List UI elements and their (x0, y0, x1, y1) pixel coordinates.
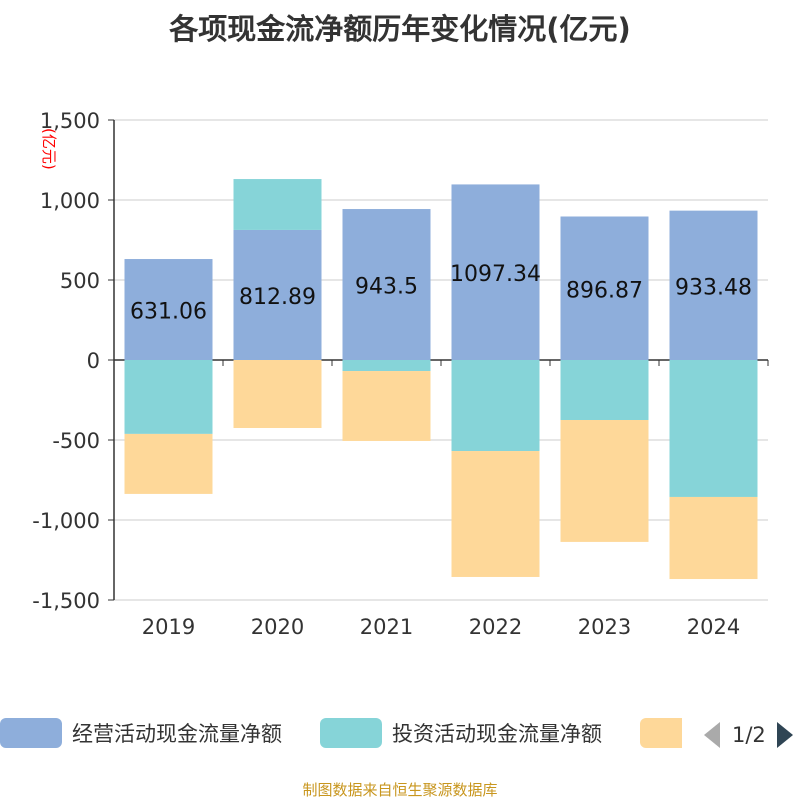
bar-2021-series-2 (342, 371, 431, 441)
bar-2024-series-1 (669, 360, 758, 497)
legend-item-financing[interactable] (640, 718, 692, 748)
data-label: 631.06 (130, 300, 207, 325)
legend-page-indicator: 1/2 (732, 723, 766, 747)
data-label: 812.89 (239, 285, 316, 310)
legend-swatch (640, 718, 682, 748)
x-tick-label: 2022 (469, 615, 522, 639)
next-page-icon[interactable] (774, 720, 796, 750)
data-label: 943.5 (355, 275, 418, 300)
bar-2022-series-2 (451, 451, 540, 577)
y-tick-label: 1,500 (40, 109, 100, 133)
prev-page-icon[interactable] (702, 720, 724, 750)
bar-2024-series-0 (669, 210, 758, 360)
legend-label: 经营活动现金流量净额 (72, 722, 282, 746)
x-tick-label: 2019 (142, 615, 195, 639)
bar-2021-series-1 (342, 360, 431, 372)
bar-2020-series-1 (233, 179, 322, 230)
bar-2024-series-2 (669, 496, 758, 580)
bar-2019-series-2 (124, 433, 213, 494)
y-tick-label: 0 (87, 349, 100, 373)
legend-item-operating[interactable]: 经营活动现金流量净额 (0, 718, 282, 748)
bar-2023-series-2 (560, 420, 649, 542)
legend-label: 投资活动现金流量净额 (392, 722, 602, 746)
legend-item-investing[interactable]: 投资活动现金流量净额 (320, 718, 602, 748)
x-tick-label: 2024 (687, 615, 740, 639)
x-tick-label: 2023 (578, 615, 631, 639)
y-tick-label: 1,000 (40, 189, 100, 213)
y-tick-label: -1,500 (32, 589, 100, 613)
legend-swatch (0, 718, 62, 748)
bar-2020-series-0 (233, 229, 322, 360)
bar-2020-series-2 (233, 360, 322, 428)
bar-2021-series-0 (342, 209, 431, 360)
y-axis-label: (亿元) (40, 128, 58, 170)
legend-pager: 1/2 (702, 720, 796, 750)
data-label: 933.48 (675, 275, 752, 300)
data-label: 896.87 (566, 278, 643, 303)
bar-2019-series-0 (124, 259, 213, 360)
data-label: 1097.34 (450, 262, 541, 287)
y-tick-label: 500 (60, 269, 100, 293)
legend-swatch (320, 718, 382, 748)
y-tick-label: -500 (52, 429, 100, 453)
bar-2019-series-1 (124, 360, 213, 434)
chart-svg: 1,500 1,000 500 0 -500 -1,000 -1,500 (亿元) 631.06… (32, 109, 769, 639)
x-tick-label: 2021 (360, 615, 413, 639)
chart-title: 各项现金流净额历年变化情况(亿元) (169, 12, 631, 46)
source-footer: 制图数据来自恒生聚源数据库 (302, 781, 498, 799)
bar-2022-series-1 (451, 360, 540, 452)
x-tick-label: 2020 (251, 615, 304, 639)
bar-2022-series-0 (451, 184, 540, 360)
y-tick-label: -1,000 (32, 509, 100, 533)
bar-2023-series-1 (560, 360, 649, 420)
bar-2023-series-0 (560, 216, 649, 360)
